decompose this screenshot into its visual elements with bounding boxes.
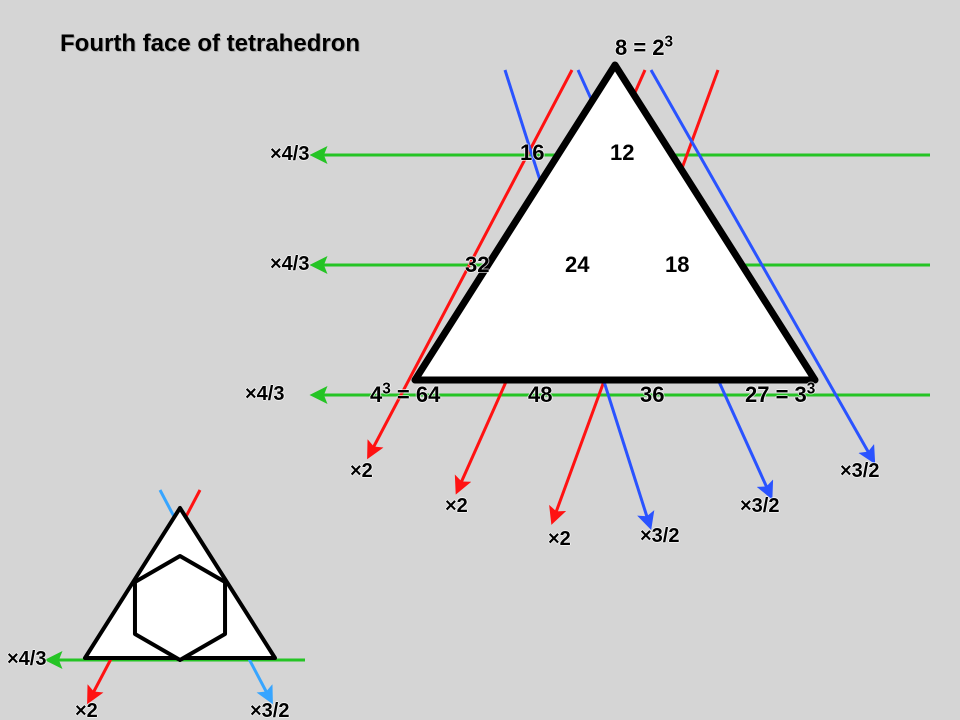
- inset-green-label: ×4/3: [7, 648, 46, 671]
- red-ratio-label: ×2: [445, 495, 468, 518]
- main-triangle: [415, 65, 815, 380]
- value-label: 12: [610, 140, 634, 166]
- blue-ratio-label: ×3/2: [840, 460, 879, 483]
- green-ratio-label: ×4/3: [270, 253, 309, 276]
- page-title: Fourth face of tetrahedron: [60, 30, 360, 58]
- value-label: 16: [520, 140, 544, 166]
- value-label: 27 = 33: [745, 382, 815, 408]
- value-label: 24: [565, 252, 589, 278]
- value-label: 18: [665, 252, 689, 278]
- inset-red-label: ×2: [75, 700, 98, 720]
- blue-ratio-label: ×3/2: [640, 525, 679, 548]
- red-ratio-label: ×2: [350, 460, 373, 483]
- blue-ratio-label: ×3/2: [740, 495, 779, 518]
- red-ratio-label: ×2: [548, 528, 571, 551]
- green-ratio-label: ×4/3: [270, 143, 309, 166]
- value-label: 43 = 64: [370, 382, 440, 408]
- diagram-canvas: [0, 0, 960, 720]
- green-ratio-label: ×4/3: [245, 383, 284, 406]
- inset-lightblue-label: ×3/2: [250, 700, 289, 720]
- value-label: 36: [640, 382, 664, 408]
- value-label: 32: [465, 252, 489, 278]
- value-label: 48: [528, 382, 552, 408]
- value-label: 8 = 23: [615, 35, 673, 61]
